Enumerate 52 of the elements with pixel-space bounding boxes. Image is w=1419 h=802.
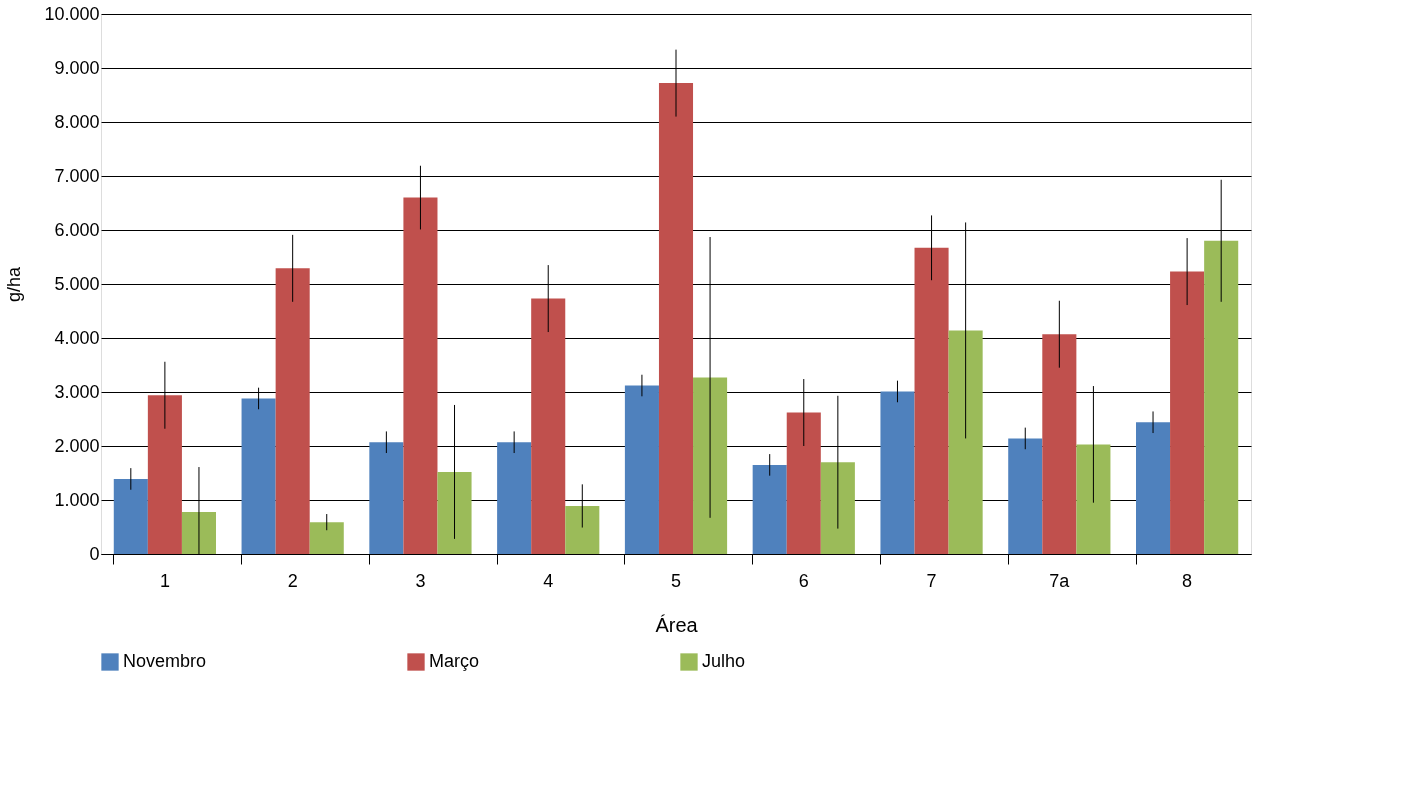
y-tick-label: 3.000 [54,381,100,402]
x-tick-label: 6 [798,570,809,591]
x-tick-label: 4 [543,570,554,591]
y-tick-label: 6.000 [54,219,100,240]
bar [880,391,915,554]
legend-label: Novembro [123,651,207,671]
bar [786,412,821,554]
bar [1076,444,1111,554]
x-tick-label: 5 [670,570,682,591]
y-tick-label: 9.000 [54,57,100,78]
bar [369,442,404,554]
bar [275,268,310,554]
x-tick-label: 7a [1049,570,1071,591]
bar [181,511,216,554]
bar [1136,422,1171,554]
bar [752,464,787,554]
bar [113,478,148,554]
bar [1042,334,1077,554]
bar [624,385,659,554]
legend-label: Março [429,651,480,671]
x-axis-title: Área [655,613,699,636]
legend-label: Julho [702,651,746,671]
bar [565,505,600,554]
bar [1170,271,1205,554]
bar [948,330,983,554]
y-tick-label: 8.000 [54,111,100,132]
bar [147,395,182,554]
bar [820,462,855,554]
x-tick-label: 3 [415,570,426,591]
x-tick-label: 8 [1182,570,1193,591]
bar [437,471,472,554]
bar [241,398,276,554]
x-tick-label: 1 [159,570,170,591]
bar [309,522,344,554]
y-tick-label: 4.000 [54,327,100,348]
y-tick-label: 0 [89,543,100,564]
bar [1204,240,1239,554]
y-tick-label: 1.000 [54,489,100,510]
bar [693,377,728,554]
y-tick-label: 7.000 [54,165,100,186]
bar [403,197,438,554]
bar [497,442,532,554]
bar [1008,438,1043,554]
y-tick-label: 10.000 [44,3,100,24]
y-tick-label: 2.000 [54,435,100,456]
x-tick-label: 7 [926,570,937,591]
bar [658,83,694,554]
x-tick-label: 2 [287,570,298,591]
y-tick-label: 5.000 [54,273,100,294]
y-axis-title: g/ha [4,266,25,303]
bar [531,298,566,554]
bar [914,247,949,554]
